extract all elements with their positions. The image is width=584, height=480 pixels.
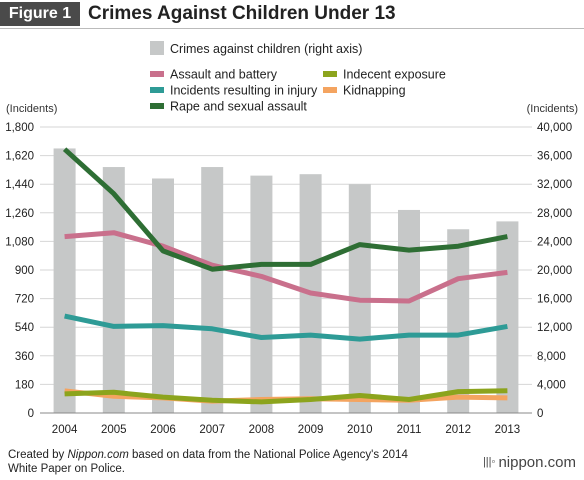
right-axis-unit-label: (Incidents) <box>527 103 578 115</box>
series-line-2 <box>62 147 508 272</box>
legend-swatch-bars <box>150 41 164 55</box>
left-tick-label: 1,260 <box>5 208 34 220</box>
bar <box>201 167 224 413</box>
logo-text: nippon.com <box>498 454 576 471</box>
series-line-1 <box>64 313 508 342</box>
legend-label-line-1: Incidents resulting in injury <box>170 84 318 98</box>
source-credit: Created by Nippon.com based on data from… <box>8 448 408 476</box>
x-tick-label: 2009 <box>298 424 324 436</box>
chart-title: Crimes Against Children Under 13 <box>88 3 396 24</box>
left-tick-label: 540 <box>15 322 34 334</box>
nippon-logo: |||◦ nippon.com <box>483 454 576 471</box>
axes: 0 0 180 4,000 360 8,000 540 12,000 720 16,000 900 2… <box>5 122 572 436</box>
left-tick-label: 1,440 <box>5 179 34 191</box>
bar <box>53 148 76 413</box>
left-tick-label: 1,620 <box>5 151 34 163</box>
legend-label-line-3: Indecent exposure <box>343 68 446 82</box>
right-tick-label: 32,000 <box>537 179 572 191</box>
x-tick-label: 2013 <box>495 424 521 436</box>
legend-swatch-line-1 <box>150 87 164 93</box>
x-tick-label: 2012 <box>445 424 471 436</box>
x-tick-label: 2007 <box>199 424 225 436</box>
right-tick-label: 16,000 <box>537 294 572 306</box>
x-tick-label: 2011 <box>397 424 422 436</box>
left-tick-label: 1,800 <box>5 122 34 134</box>
bar <box>496 221 519 413</box>
right-tick-label: 4,000 <box>537 379 566 391</box>
axis-unit-labels: (Incidents) (Incidents) <box>6 103 578 115</box>
x-tick-label: 2004 <box>52 424 78 436</box>
credit-suffix: based on data from the National Police A… <box>128 449 408 461</box>
legend: Crimes against children (right axis) Assa… <box>150 41 446 114</box>
right-tick-label: 28,000 <box>537 208 572 220</box>
legend-swatch-line-4 <box>323 87 337 93</box>
legend-label-bars: Crimes against children (right axis) <box>170 42 362 56</box>
legend-label-line-0: Assault and battery <box>170 68 278 82</box>
series-line-0 <box>64 230 508 304</box>
bar <box>398 209 420 413</box>
left-tick-label: 900 <box>15 265 34 277</box>
right-tick-label: 40,000 <box>537 122 572 134</box>
right-tick-label: 0 <box>537 408 543 420</box>
x-tick-label: 2006 <box>150 424 176 436</box>
x-tick-label: 2008 <box>249 424 275 436</box>
right-tick-label: 20,000 <box>537 265 572 277</box>
bar <box>152 178 174 413</box>
left-axis-unit-label: (Incidents) <box>6 103 57 115</box>
series-line-3 <box>64 388 508 405</box>
left-tick-label: 720 <box>15 294 34 306</box>
credit-line-2: White Paper on Police. <box>8 463 125 475</box>
x-tick-label: 2005 <box>101 424 127 436</box>
chart-svg: Crimes against children (right axis) Assa… <box>5 41 578 436</box>
header-divider <box>0 28 584 29</box>
legend-label-line-4: Kidnapping <box>343 84 406 98</box>
left-tick-label: 0 <box>28 408 34 420</box>
figure-label: Figure 1 <box>0 2 80 26</box>
legend-swatch-line-2 <box>150 103 164 109</box>
bar <box>447 229 470 413</box>
logo-mark-icon: |||◦ <box>482 456 496 468</box>
legend-swatch-line-3 <box>323 71 337 77</box>
right-tick-label: 12,000 <box>537 322 572 334</box>
line-series <box>62 147 508 405</box>
legend-label-line-2: Rape and sexual assault <box>170 100 307 114</box>
left-tick-label: 1,080 <box>5 236 34 248</box>
bar <box>102 167 125 413</box>
left-tick-label: 180 <box>15 379 34 391</box>
bar <box>250 175 273 413</box>
credit-site: Nippon.com <box>67 449 129 461</box>
figure-header: Figure 1 Crimes Against Children Under 1… <box>0 0 584 28</box>
credit-prefix: Created by <box>8 449 68 461</box>
right-tick-label: 36,000 <box>537 151 572 163</box>
left-tick-label: 360 <box>15 351 34 363</box>
x-tick-label: 2010 <box>347 424 373 436</box>
right-tick-label: 8,000 <box>537 351 566 363</box>
legend-swatch-line-0 <box>150 71 164 77</box>
right-tick-label: 24,000 <box>537 236 572 248</box>
